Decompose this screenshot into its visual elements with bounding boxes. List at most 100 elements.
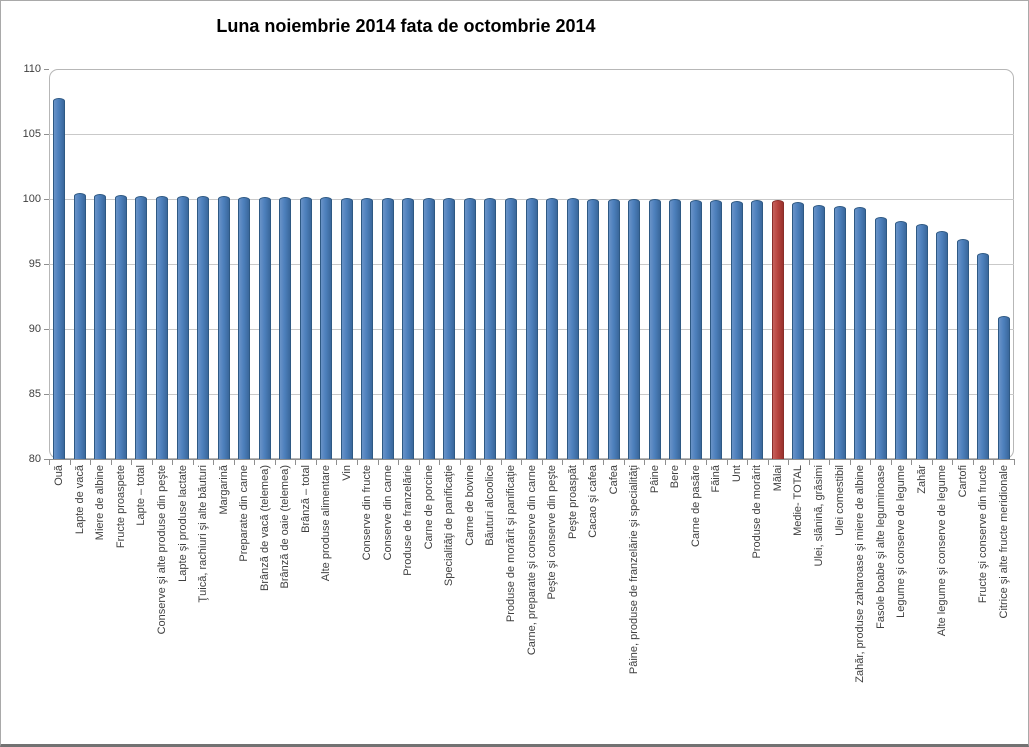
x-axis-tick [521,460,522,465]
y-axis-tick [44,394,49,395]
x-tick-label: Citrice şi alte fructe meridionale [997,465,1010,619]
x-tick-label: Unt [730,465,743,483]
x-tick-label: Ouă [53,465,66,486]
x-axis-tick [357,460,358,465]
x-tick-label: Margarină [217,465,230,515]
y-axis-tick [44,199,49,200]
bar [279,197,292,459]
x-tick-label: Conserve şi alte produse din peşte [155,465,168,635]
bar [361,197,374,459]
bar [155,196,168,459]
x-tick-label: Fasole boabe şi alte leguminoase [874,465,887,629]
bar [217,196,230,459]
bar [176,196,189,459]
x-tick-label: Carne, preparate şi conserve din carne [525,465,538,656]
x-tick-label: Carne de bovine [463,465,476,546]
x-tick-label: Produse de morărit [751,465,764,559]
x-axis-tick [973,460,974,465]
bar [94,193,107,459]
x-tick-label: Ulei comestibil [833,465,846,536]
x-tick-label: Alte produse alimentare [320,465,333,582]
x-axis-tick [254,460,255,465]
y-tick-label: 100 [22,193,41,205]
y-tick-label: 85 [28,388,41,400]
x-axis-tick [644,460,645,465]
x-tick-label: Carne de porcine [422,465,435,550]
bar [73,192,86,459]
x-tick-label: Zahăr, produse zaharoase şi miere de alb… [854,465,866,683]
x-tick-label: Ţuică, rachiuri şi alte băuturi [197,465,209,603]
x-tick-label: Ulei, slănină, grăsimi [812,465,825,567]
bar [381,197,394,459]
x-axis-tick [603,460,604,465]
x-axis-tick [870,460,871,465]
x-axis-tick [90,460,91,465]
x-axis-tick [1014,460,1015,465]
x-tick-label: Pâine [648,465,661,494]
bar [299,197,312,459]
x-tick-label: Lapte de vacă [73,465,86,535]
x-axis-tick [809,460,810,465]
x-axis-tick [829,460,830,465]
x-axis-tick [727,460,728,465]
bar [484,198,497,459]
bar [114,194,127,459]
y-axis-tick [44,459,49,460]
bar [977,253,990,459]
x-axis-tick [172,460,173,465]
x-tick-label: Specialităţi de panificaţie [443,465,456,587]
bar [258,197,271,459]
x-axis-tick [932,460,933,465]
x-tick-label: Cafea [607,465,620,495]
x-axis-tick [685,460,686,465]
x-axis-tick [542,460,543,465]
x-axis-tick [460,460,461,465]
y-tick-label: 90 [28,323,41,335]
x-axis-tick [70,460,71,465]
x-tick-label: Alte legume şi conserve de legume [936,465,949,637]
bar [197,196,209,459]
x-axis-tick [788,460,789,465]
bar [648,199,661,459]
bar [751,200,764,459]
bar [997,316,1010,459]
x-axis-tick [49,460,50,465]
bar [833,206,846,459]
bar [320,197,333,459]
bar [525,198,538,459]
bar [956,239,969,459]
x-axis-tick [747,460,748,465]
x-tick-label: Brânză de oaie (telemea) [279,465,292,589]
x-axis-tick [111,460,112,465]
x-axis-tick [234,460,235,465]
x-axis-tick [295,460,296,465]
x-tick-label: Fructe proaspete [114,465,127,549]
bar [238,197,251,459]
x-tick-label: Conserve din fructe [361,465,374,561]
x-axis-tick [398,460,399,465]
x-tick-label: Legume şi conserve de legume [895,465,908,618]
bar [628,199,641,459]
y-axis-tick [44,329,49,330]
x-tick-label: Miere de albine [94,465,107,541]
x-tick-label: Băuturi alcoolice [484,465,497,546]
y-tick-label: 95 [28,258,41,270]
bar [812,204,825,459]
x-tick-label: Brânză – total [299,465,312,533]
x-axis-tick [706,460,707,465]
x-axis-tick [768,460,769,465]
x-axis-tick [952,460,953,465]
x-tick-label: Lapte – total [135,465,148,526]
bar [422,197,435,459]
x-tick-label: Zahăr [915,465,928,494]
y-tick-label: 110 [23,63,41,75]
x-axis-tick [213,460,214,465]
bar [710,200,723,459]
bar [792,202,805,460]
bar [607,199,620,459]
x-tick-label: Produse de morărit şi panificaţie [505,465,517,623]
x-tick-label: Cacao şi cafea [587,465,600,538]
x-axis-line [49,459,1015,460]
x-axis-tick [152,460,153,465]
bar [587,199,600,459]
